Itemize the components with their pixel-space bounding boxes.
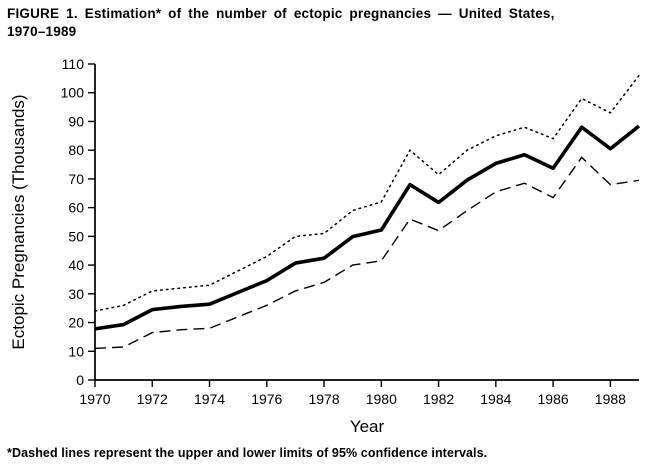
figure-title-line1: FIGURE 1. Estimation* of the number of e…	[7, 6, 555, 21]
y-axis-title: Ectopic Pregnancies (Thousands)	[9, 95, 28, 350]
y-tick-label: 50	[68, 228, 84, 244]
y-tick-label: 110	[62, 56, 85, 72]
x-tick-label: 1980	[366, 391, 397, 407]
footnote: *Dashed lines represent the upper and lo…	[7, 446, 488, 461]
x-tick-label: 1982	[423, 391, 454, 407]
y-tick-label: 100	[61, 85, 85, 101]
y-tick-label: 10	[68, 343, 84, 359]
y-tick-label: 90	[68, 114, 84, 130]
y-tick-label: 80	[68, 142, 84, 158]
series-estimate	[94, 124, 641, 331]
x-tick-label: 1972	[137, 391, 168, 407]
x-axis-title: Year	[350, 417, 385, 436]
y-tick-label: 70	[68, 171, 84, 187]
y-tick-label: 40	[68, 257, 84, 273]
y-tick-label: 60	[68, 200, 84, 216]
series-upper-95ci	[94, 74, 640, 312]
x-tick-label: 1984	[480, 391, 511, 407]
x-tick-label: 1988	[595, 391, 626, 407]
figure-title-line2: 1970–1989	[7, 23, 77, 39]
x-tick-label: 1974	[194, 391, 225, 407]
x-tick-label: 1970	[79, 391, 110, 407]
figure-title: FIGURE 1. Estimation* of the number of e…	[7, 5, 647, 40]
series-lower-95ci	[94, 156, 640, 350]
x-tick-label: 1976	[251, 391, 282, 407]
y-tick-label: 20	[68, 315, 84, 331]
chart-svg: Ectopic Pregnancies (Thousands) Year 0 10…	[9, 56, 641, 436]
chart-area: Ectopic Pregnancies (Thousands) Year 0 10…	[7, 42, 647, 445]
y-tick-label: 30	[68, 286, 84, 302]
x-tick-label: 1986	[538, 391, 569, 407]
figure-page: FIGURE 1. Estimation* of the number of e…	[7, 5, 647, 461]
x-tick-label: 1978	[308, 391, 339, 407]
y-tick-label: 0	[76, 372, 84, 388]
